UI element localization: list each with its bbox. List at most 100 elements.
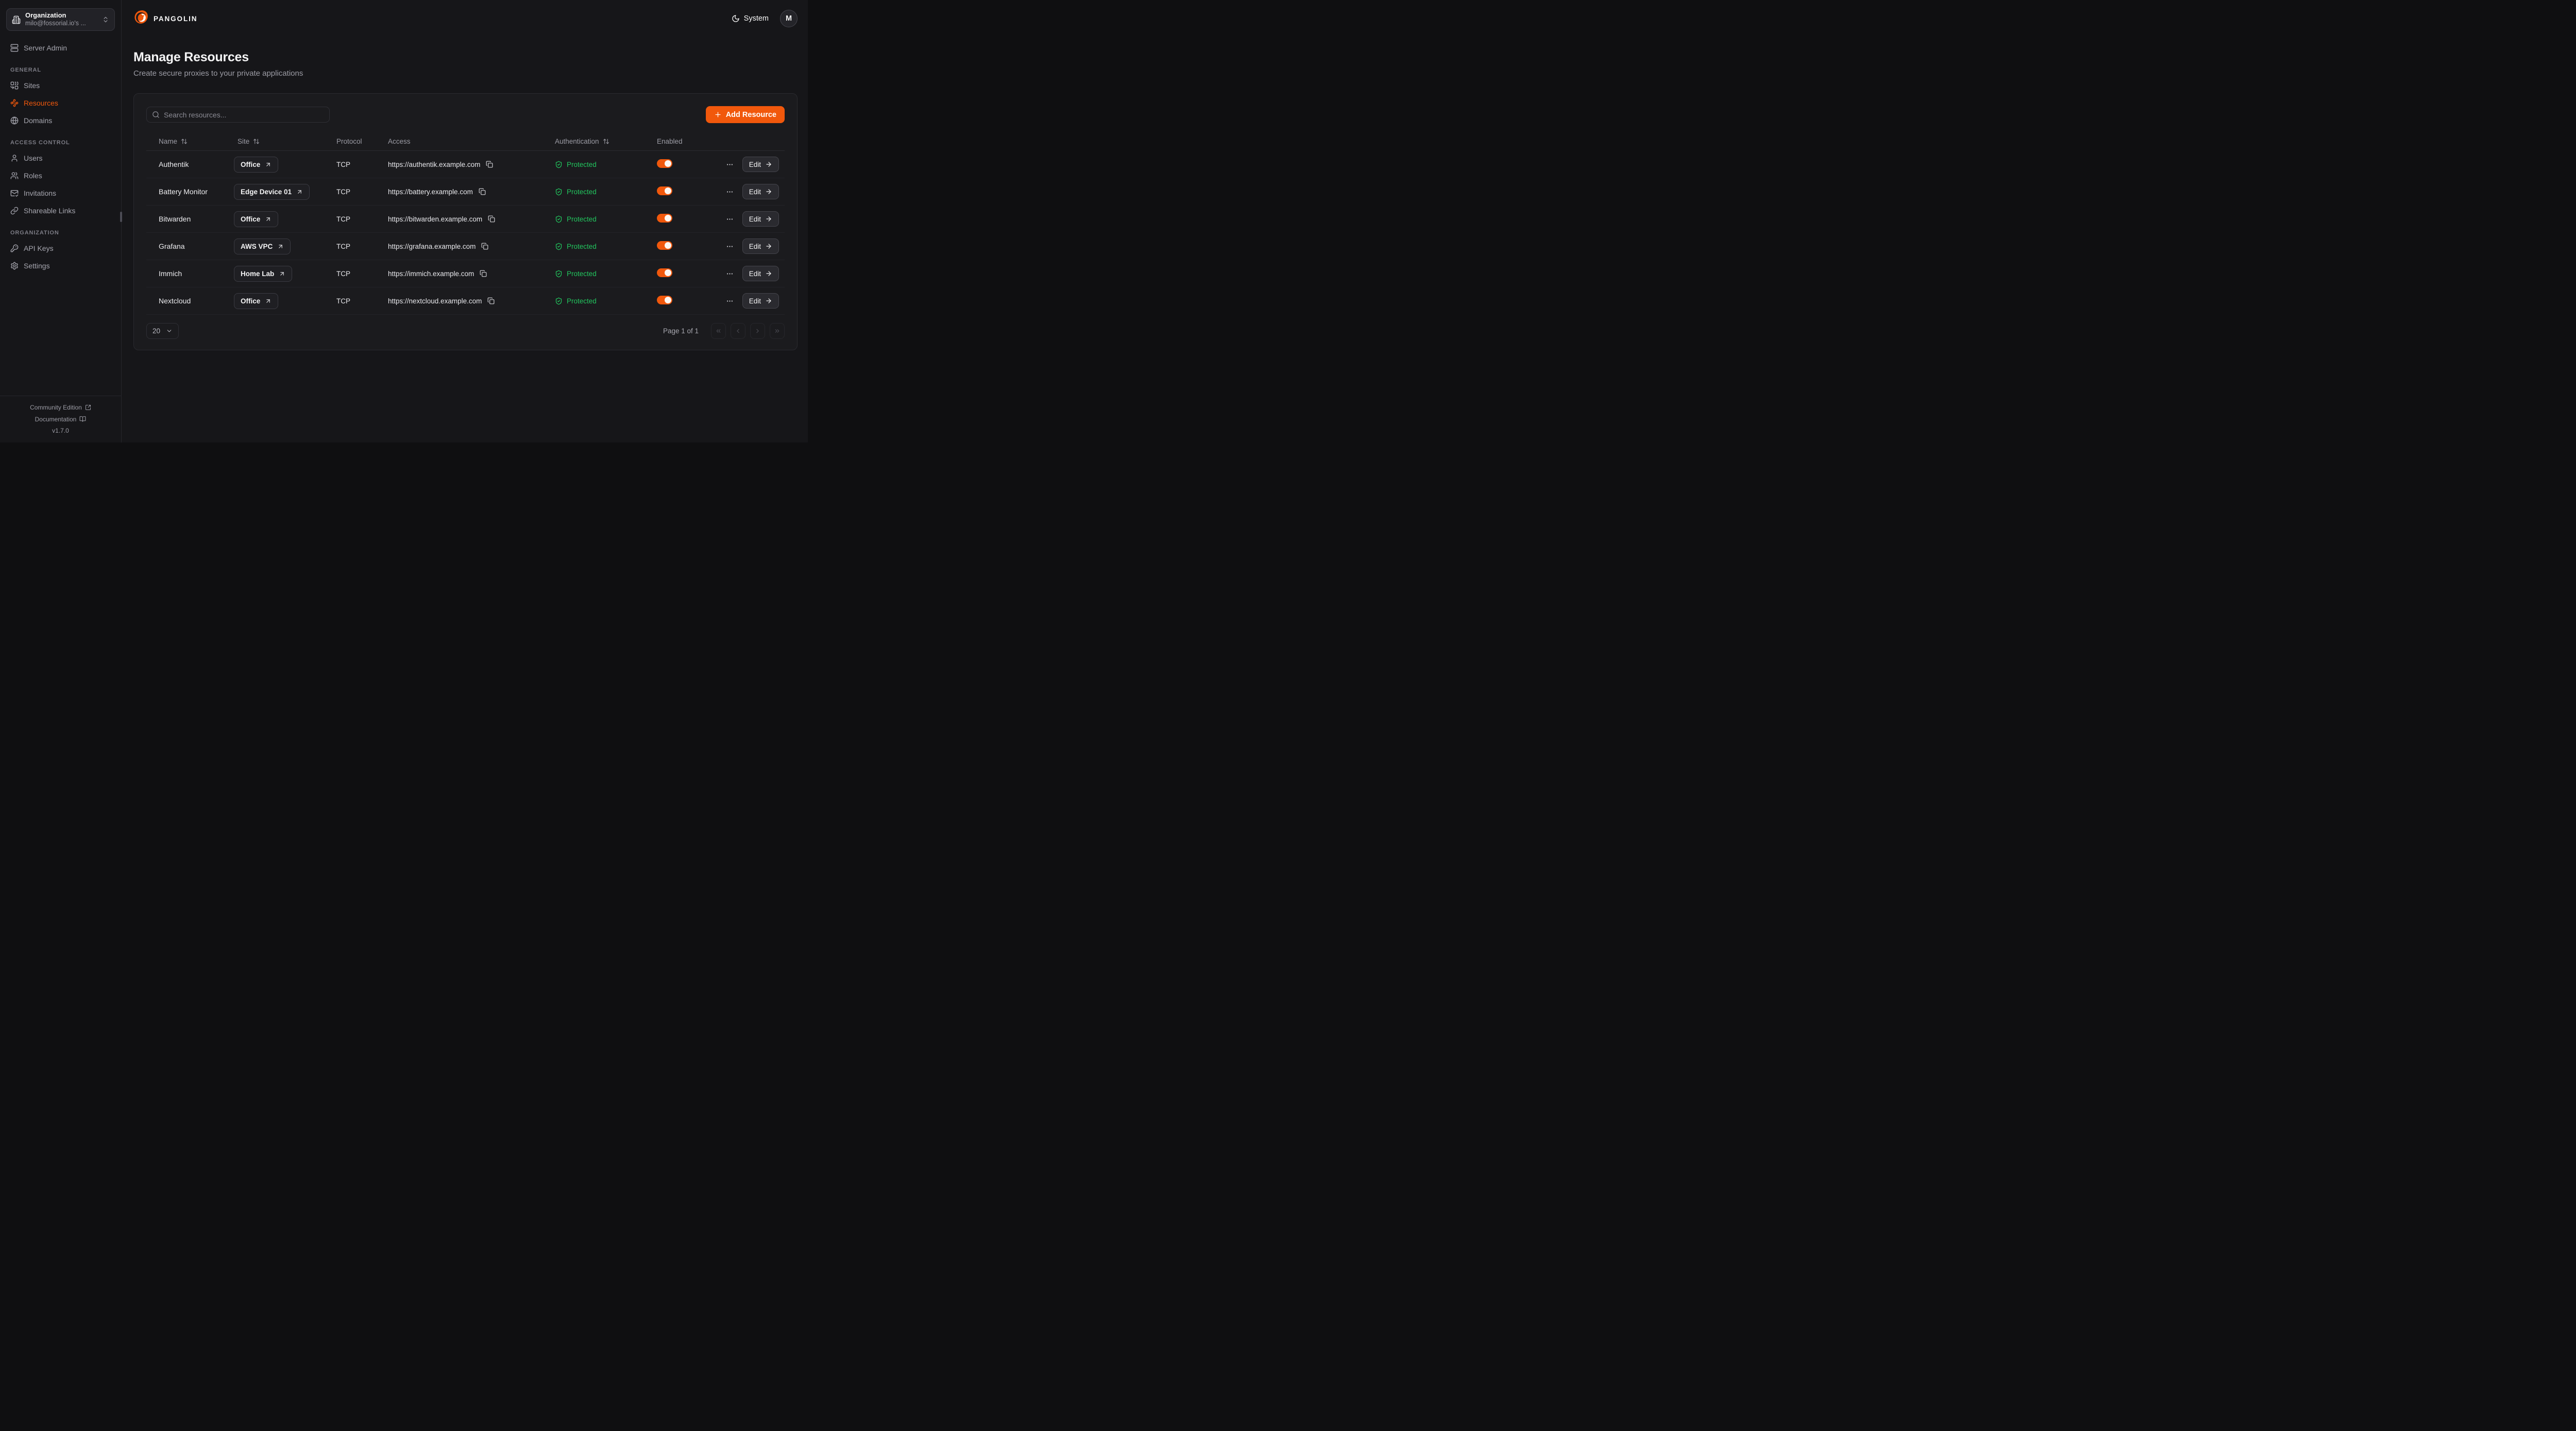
page-size-select[interactable]: 20 <box>146 323 179 339</box>
edit-label: Edit <box>749 269 761 278</box>
section-label-access-control: ACCESS CONTROL <box>10 140 70 146</box>
sidebar-item-sites[interactable]: Sites <box>6 78 115 93</box>
brand-name: PANGOLIN <box>154 14 198 23</box>
access-url: https://grafana.example.com <box>388 242 476 250</box>
site-name: Home Lab <box>241 269 275 278</box>
enabled-toggle[interactable] <box>657 159 672 168</box>
sort-icon <box>603 138 609 145</box>
last-page-button[interactable] <box>770 323 785 339</box>
row-menu-ellipsis-icon[interactable] <box>725 242 735 251</box>
site-name: AWS VPC <box>241 242 273 250</box>
edit-button[interactable]: Edit <box>742 293 779 309</box>
row-menu-ellipsis-icon[interactable] <box>725 160 735 169</box>
edit-button[interactable]: Edit <box>742 211 779 227</box>
edit-button[interactable]: Edit <box>742 157 779 172</box>
community-edition-label: Community Edition <box>30 403 82 411</box>
copy-icon[interactable] <box>487 297 495 304</box>
shield-check-icon <box>555 161 563 168</box>
row-menu-ellipsis-icon[interactable] <box>725 269 735 279</box>
auth-status-badge: Protected <box>567 242 597 250</box>
row-menu-ellipsis-icon[interactable] <box>725 214 735 224</box>
copy-icon[interactable] <box>479 188 486 195</box>
sidebar-item-settings[interactable]: Settings <box>6 258 115 274</box>
sidebar-item-users[interactable]: Users <box>6 150 115 166</box>
documentation-link[interactable]: Documentation <box>0 413 121 425</box>
add-resource-button[interactable]: Add Resource <box>705 106 785 123</box>
prev-page-button[interactable] <box>731 323 745 339</box>
sidebar-item-domains[interactable]: Users Domains <box>6 113 115 128</box>
theme-toggle-label: System <box>743 14 769 23</box>
column-header-authentication[interactable]: Authentication <box>543 138 645 145</box>
community-edition-link[interactable]: Community Edition <box>0 401 121 413</box>
enabled-toggle[interactable] <box>657 241 672 250</box>
theme-toggle[interactable]: System <box>732 14 769 23</box>
arrow-right-icon <box>765 161 772 168</box>
avatar[interactable]: M <box>780 10 798 27</box>
edit-button[interactable]: Edit <box>742 238 779 254</box>
column-header-name[interactable]: Name <box>146 138 225 145</box>
chevrons-right-icon <box>774 328 781 334</box>
sidebar-item-label: Domains <box>24 116 53 125</box>
arrow-up-right-icon <box>279 270 285 277</box>
edit-label: Edit <box>749 188 761 196</box>
enabled-toggle[interactable] <box>657 268 672 277</box>
enabled-toggle[interactable] <box>657 296 672 304</box>
gear-icon <box>10 262 19 270</box>
sidebar-item-shareable-links[interactable]: Shareable Links <box>6 203 115 218</box>
sidebar-item-invitations[interactable]: Invitations <box>6 185 115 201</box>
chevron-left-icon <box>735 328 741 334</box>
link-icon <box>10 207 19 215</box>
arrow-right-icon <box>765 188 772 195</box>
site-link-chip[interactable]: AWS VPC <box>234 238 291 254</box>
copy-icon[interactable] <box>481 243 488 250</box>
sidebar-resize-handle[interactable] <box>120 212 122 222</box>
site-link-chip[interactable]: Edge Device 01 <box>234 183 310 200</box>
first-page-button[interactable] <box>711 323 726 339</box>
edit-button[interactable]: Edit <box>742 184 779 199</box>
edit-button[interactable]: Edit <box>742 266 779 281</box>
user-icon <box>10 154 19 162</box>
sidebar-item-label: API Keys <box>24 244 54 252</box>
site-link-chip[interactable]: Home Lab <box>234 265 293 282</box>
resource-name: Bitwarden <box>159 215 191 223</box>
resource-name: Nextcloud <box>159 297 191 305</box>
sidebar-nav: Server Admin GENERAL Sites Resources Use… <box>6 40 115 276</box>
org-selector[interactable]: Organization milo@fossorial.io's ... <box>6 8 115 31</box>
chevrons-left-icon <box>715 328 722 334</box>
sidebar-item-server-admin[interactable]: Server Admin <box>6 40 115 56</box>
shield-check-icon <box>555 270 563 278</box>
site-link-chip[interactable]: Office <box>234 156 279 173</box>
column-header-protocol: Protocol <box>336 137 362 145</box>
search-input[interactable] <box>164 110 324 119</box>
sidebar-item-label: Resources <box>24 99 58 107</box>
copy-icon[interactable] <box>480 270 487 277</box>
sidebar-item-api-keys[interactable]: API Keys <box>6 241 115 256</box>
table-row: Grafana AWS VPC TCP https://grafana.exam… <box>146 233 785 260</box>
table-row: Nextcloud Office TCP https://nextcloud.e… <box>146 287 785 315</box>
resource-name: Battery Monitor <box>159 188 208 196</box>
row-menu-ellipsis-icon[interactable] <box>725 187 735 197</box>
enabled-toggle[interactable] <box>657 186 672 195</box>
sort-icon <box>181 138 188 145</box>
arrow-right-icon <box>765 215 772 223</box>
chevrons-up-down-icon <box>102 16 109 23</box>
table-body: Authentik Office TCP https://authentik.e… <box>146 151 785 315</box>
sidebar-item-resources[interactable]: Resources <box>6 95 115 111</box>
site-link-chip[interactable]: Office <box>234 293 279 309</box>
auth-status-badge: Protected <box>567 269 597 278</box>
sidebar-item-roles[interactable]: Roles <box>6 168 115 183</box>
site-link-chip[interactable]: Office <box>234 211 279 227</box>
copy-icon[interactable] <box>488 215 495 223</box>
copy-icon[interactable] <box>486 161 493 168</box>
chevron-down-icon <box>166 328 173 334</box>
column-header-site[interactable]: Site <box>225 138 324 145</box>
site-name: Office <box>241 160 261 168</box>
enabled-toggle[interactable] <box>657 214 672 223</box>
edit-label: Edit <box>749 160 761 168</box>
mail-check-icon <box>10 189 19 197</box>
access-url: https://authentik.example.com <box>388 160 481 168</box>
row-menu-ellipsis-icon[interactable] <box>725 296 735 306</box>
next-page-button[interactable] <box>750 323 765 339</box>
protocol: TCP <box>336 242 350 250</box>
sites-combine-icon <box>10 81 19 90</box>
